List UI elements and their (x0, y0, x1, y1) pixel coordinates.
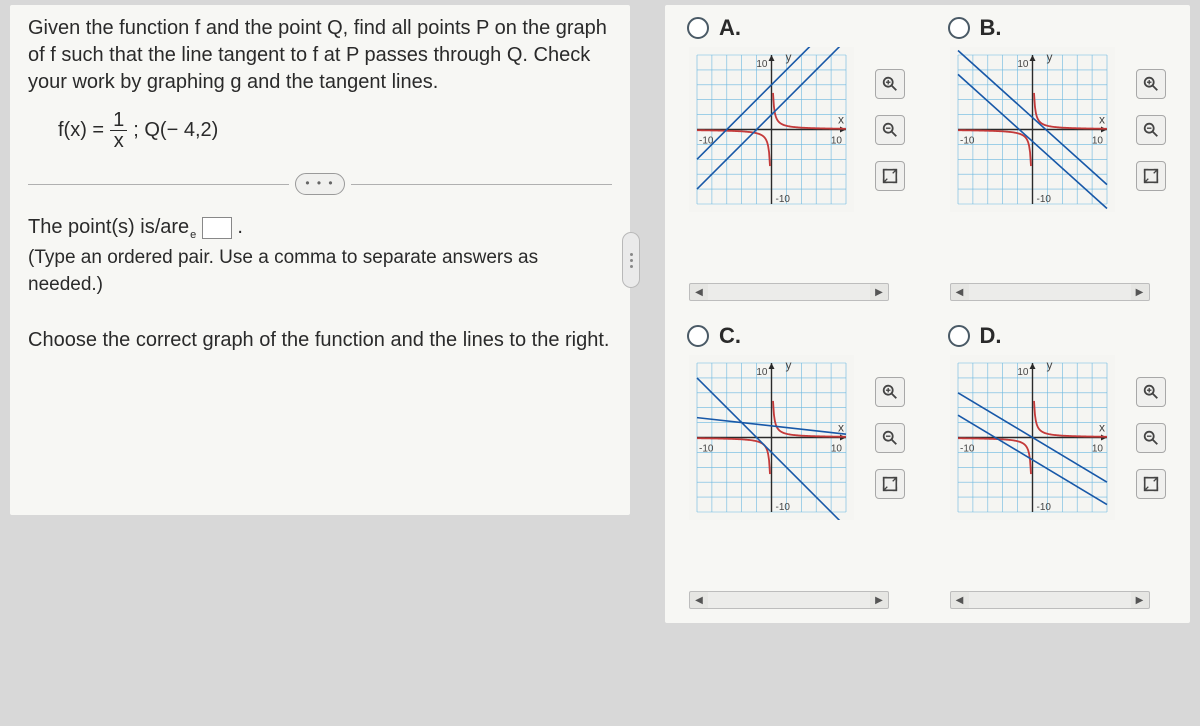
zoom-out-icon[interactable] (875, 423, 905, 453)
option-radio[interactable] (948, 325, 970, 347)
scroll-right-icon[interactable]: ▶ (1131, 592, 1149, 608)
option-letter: A. (719, 15, 741, 41)
scroll-left-icon[interactable]: ◀ (951, 284, 969, 300)
svg-text:y: y (1046, 358, 1052, 372)
svg-text:-10: -10 (776, 194, 791, 205)
section-divider: • • • (28, 173, 612, 195)
option-label-row: A. (687, 15, 920, 41)
graph-scrollbar[interactable]: ◀▶ (950, 283, 1150, 301)
svg-text:10: 10 (831, 444, 843, 455)
answer-lead: The point(s) is/are (28, 216, 189, 238)
second-question: Choose the correct graph of the function… (28, 329, 612, 352)
scroll-right-icon[interactable]: ▶ (870, 592, 888, 608)
zoom-in-icon[interactable] (875, 69, 905, 99)
graph-side-icons (1136, 377, 1166, 499)
question-panel: Given the function f and the point Q, fi… (10, 5, 630, 515)
zoom-out-icon[interactable] (1136, 115, 1166, 145)
option-cell: A.yx1010-10-10◀▶ (675, 15, 920, 305)
svg-text:10: 10 (831, 136, 843, 147)
option-letter: D. (980, 323, 1002, 349)
expand-icon[interactable] (1136, 469, 1166, 499)
svg-text:10: 10 (1091, 136, 1103, 147)
option-label-row: B. (948, 15, 1181, 41)
graph-thumbnail[interactable]: y x 10 10 -10 -10 (689, 47, 854, 212)
fraction-num: 1 (110, 110, 127, 131)
q-point: ; Q(− 4,2) (133, 119, 218, 142)
option-radio[interactable] (687, 17, 709, 39)
svg-text:y: y (786, 358, 792, 372)
svg-text:-10: -10 (699, 444, 714, 455)
option-cell: C.yx1010-10-10◀▶ (675, 323, 920, 613)
option-radio[interactable] (948, 17, 970, 39)
option-letter: C. (719, 323, 741, 349)
expand-icon[interactable] (875, 161, 905, 191)
options-panel: A.yx1010-10-10◀▶B.yx1010-10-10◀▶C.yx1010… (665, 5, 1190, 623)
svg-text:10: 10 (1091, 444, 1103, 455)
option-radio[interactable] (687, 325, 709, 347)
fraction: 1 x (110, 110, 127, 151)
svg-text:-10: -10 (960, 444, 975, 455)
option-label-row: D. (948, 323, 1181, 349)
option-cell: D.yx1010-10-10◀▶ (936, 323, 1181, 613)
answer-block: The point(s) is/aree . (Type an ordered … (28, 213, 612, 299)
scroll-track[interactable] (969, 284, 1131, 300)
scroll-right-icon[interactable]: ▶ (1131, 284, 1149, 300)
svg-text:-10: -10 (1036, 194, 1051, 205)
svg-text:x: x (1099, 113, 1105, 127)
svg-text:10: 10 (756, 367, 768, 378)
answer-trail: . (237, 216, 243, 238)
scroll-track[interactable] (708, 592, 870, 608)
options-grid: A.yx1010-10-10◀▶B.yx1010-10-10◀▶C.yx1010… (675, 15, 1180, 613)
graph-scrollbar[interactable]: ◀▶ (950, 591, 1150, 609)
zoom-in-icon[interactable] (1136, 377, 1166, 407)
more-button[interactable]: • • • (295, 173, 345, 195)
svg-text:x: x (838, 421, 844, 435)
scroll-left-icon[interactable]: ◀ (690, 592, 708, 608)
answer-hint: (Type an ordered pair. Use a comma to se… (28, 244, 612, 299)
graph-thumbnail[interactable]: y x 10 10 -10 -10 (950, 47, 1115, 212)
scroll-right-icon[interactable]: ▶ (870, 284, 888, 300)
resize-handle[interactable] (622, 232, 640, 288)
fx-lhs: f(x) = (58, 119, 104, 142)
graph-thumbnail[interactable]: y x 10 10 -10 -10 (689, 355, 854, 520)
svg-text:-10: -10 (1036, 502, 1051, 513)
scroll-track[interactable] (969, 592, 1131, 608)
divider-line-right (351, 184, 612, 185)
expand-icon[interactable] (875, 469, 905, 499)
zoom-in-icon[interactable] (1136, 69, 1166, 99)
option-letter: B. (980, 15, 1002, 41)
graph-side-icons (875, 69, 905, 191)
svg-text:10: 10 (1017, 59, 1029, 70)
zoom-in-icon[interactable] (875, 377, 905, 407)
zoom-out-icon[interactable] (875, 115, 905, 145)
answer-input[interactable] (202, 217, 232, 239)
subscript-icon[interactable]: e (190, 228, 196, 244)
option-label-row: C. (687, 323, 920, 349)
scroll-left-icon[interactable]: ◀ (951, 592, 969, 608)
question-text: Given the function f and the point Q, fi… (28, 15, 612, 96)
divider-line-left (28, 184, 289, 185)
graph-thumbnail[interactable]: y x 10 10 -10 -10 (950, 355, 1115, 520)
svg-text:10: 10 (756, 59, 768, 70)
function-definition: f(x) = 1 x ; Q(− 4,2) (58, 110, 612, 151)
graph-side-icons (875, 377, 905, 499)
svg-text:-10: -10 (699, 136, 714, 147)
svg-text:-10: -10 (960, 136, 975, 147)
svg-text:y: y (786, 50, 792, 64)
graph-side-icons (1136, 69, 1166, 191)
option-cell: B.yx1010-10-10◀▶ (936, 15, 1181, 305)
scroll-left-icon[interactable]: ◀ (690, 284, 708, 300)
svg-text:10: 10 (1017, 367, 1029, 378)
zoom-out-icon[interactable] (1136, 423, 1166, 453)
graph-scrollbar[interactable]: ◀▶ (689, 591, 889, 609)
scroll-track[interactable] (708, 284, 870, 300)
svg-text:y: y (1046, 50, 1052, 64)
svg-text:-10: -10 (776, 502, 791, 513)
fraction-den: x (111, 131, 127, 151)
graph-scrollbar[interactable]: ◀▶ (689, 283, 889, 301)
svg-text:x: x (1099, 421, 1105, 435)
expand-icon[interactable] (1136, 161, 1166, 191)
svg-text:x: x (838, 113, 844, 127)
